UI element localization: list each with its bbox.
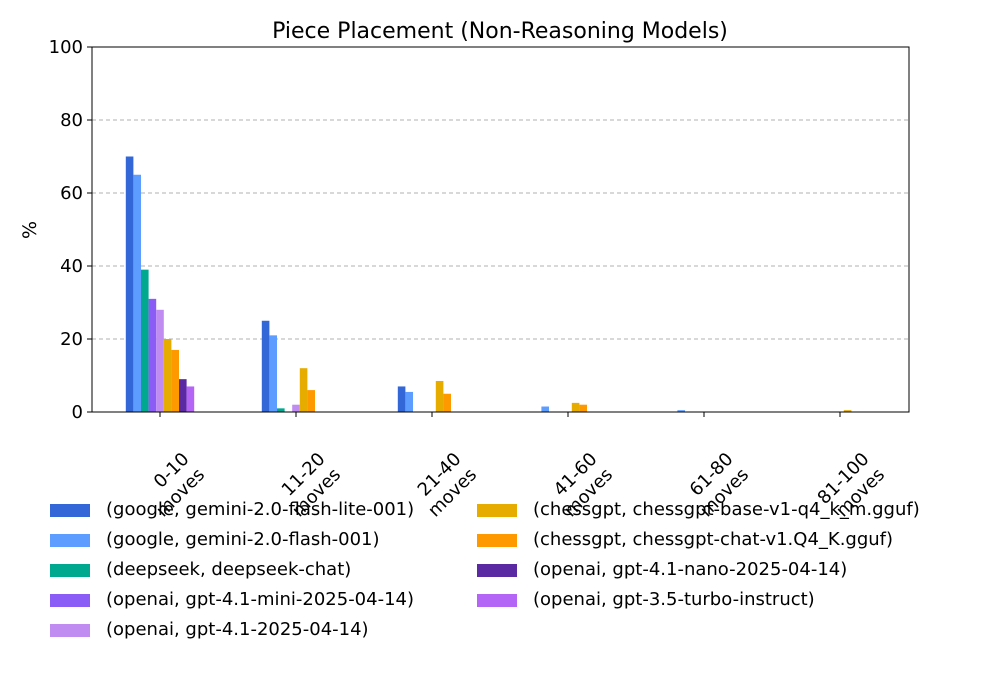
bar — [299, 368, 308, 412]
legend-label: (chessgpt, chessgpt-chat-v1.Q4_K.gguf) — [533, 529, 894, 550]
bar — [125, 156, 134, 412]
y-tick-label: 20 — [60, 329, 83, 350]
bar — [261, 320, 270, 412]
bars — [125, 156, 852, 412]
plot-frame — [91, 46, 910, 413]
bar — [171, 349, 179, 412]
legend-label: (openai, gpt-3.5-turbo-instruct) — [533, 589, 815, 610]
legend-label: (google, gemini-2.0-flash-001) — [106, 529, 380, 550]
legend-label: (openai, gpt-4.1-2025-04-14) — [106, 619, 369, 640]
y-axis-ticks: 0 20 40 60 80 100 — [49, 37, 92, 423]
legend-swatch — [50, 534, 90, 547]
bar — [435, 380, 444, 412]
bar — [186, 386, 195, 412]
bar — [397, 386, 406, 412]
y-tick-label: 100 — [49, 37, 83, 58]
bar — [269, 335, 277, 412]
bar — [156, 309, 164, 412]
legend-swatch — [50, 564, 90, 577]
legend-swatch — [50, 594, 90, 607]
legend-label: (chessgpt, chessgpt-base-v1-q4_k_m.gguf) — [533, 499, 920, 520]
y-tick-label: 40 — [60, 256, 83, 277]
legend: (google, gemini-2.0-flash-lite-001) (goog… — [50, 498, 970, 648]
legend-swatch — [477, 504, 517, 517]
legend-label: (openai, gpt-4.1-mini-2025-04-14) — [106, 589, 415, 610]
legend-swatch — [477, 534, 517, 547]
legend-label: (google, gemini-2.0-flash-lite-001) — [106, 499, 415, 520]
bar — [141, 269, 149, 412]
bar — [292, 404, 300, 412]
bar — [677, 410, 685, 412]
legend-label: (deepseek, deepseek-chat) — [106, 559, 352, 580]
y-tick-label: 60 — [60, 183, 83, 204]
bar — [163, 339, 172, 412]
bar — [277, 408, 285, 412]
legend-swatch — [477, 564, 517, 577]
y-tick-label: 0 — [72, 402, 83, 423]
bar — [541, 406, 549, 412]
bar — [843, 410, 852, 412]
bar — [571, 402, 580, 412]
y-tick-label: 80 — [60, 110, 83, 131]
bar — [405, 391, 413, 412]
bar — [579, 404, 587, 412]
bar — [133, 174, 141, 412]
bar — [179, 379, 187, 412]
bar — [148, 298, 157, 412]
y-axis-label: % — [19, 221, 41, 239]
legend-swatch — [477, 594, 517, 607]
legend-swatch — [50, 624, 90, 637]
legend-swatch — [50, 504, 90, 517]
bar — [443, 393, 451, 412]
chart-title: Piece Placement (Non-Reasoning Models) — [272, 19, 728, 44]
legend-label: (openai, gpt-4.1-nano-2025-04-14) — [533, 559, 848, 580]
bar — [307, 390, 315, 412]
gridlines — [92, 119, 909, 340]
